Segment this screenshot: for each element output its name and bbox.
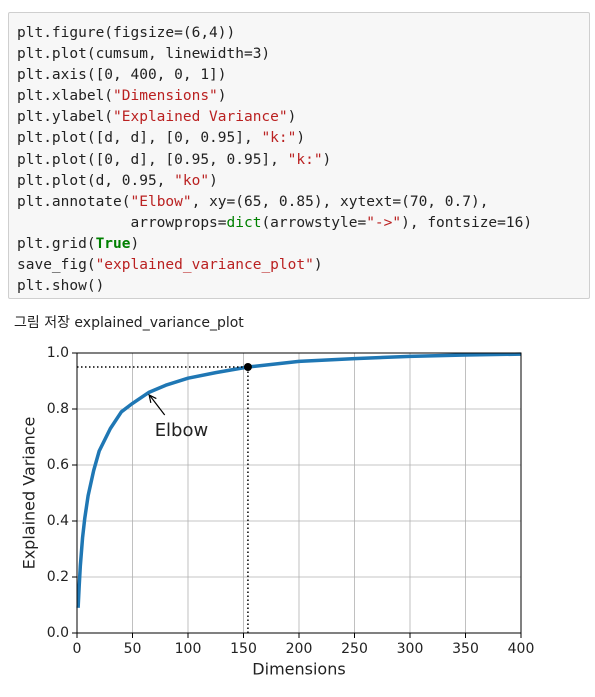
output-text: 그림 저장 explained_variance_plot [14,315,244,331]
code-token: plt.plot([d, d], [0, 0.95], [17,130,262,147]
code-token: ) [287,109,297,126]
y-tick-label: 0.2 [47,569,69,585]
code-token: "Elbow" [130,193,192,210]
y-tick-label: 0.4 [47,513,69,529]
x-tick-label: 350 [452,641,479,657]
code-token: plt.xlabel( [17,88,114,105]
annotation-text: Elbow [155,420,209,441]
axes-frame [76,352,522,634]
code-line: plt.plot(d, 0.95, "ko") [17,171,589,192]
code-token: ) [296,130,306,147]
code-line: plt.ylabel("Explained Variance") [17,107,589,128]
code-token: ) [130,235,140,252]
code-line: plt.plot(cumsum, linewidth=3) [17,44,589,65]
code-token: plt.plot(cumsum, linewidth=3) [17,46,271,63]
code-token: , xy=(65, 0.85), xytext=(70, 0.7), [191,193,489,210]
code-token: plt.grid( [17,235,96,252]
x-tick-label: 250 [341,641,368,657]
code-token: dict [226,214,262,231]
x-tick-label: 200 [286,641,313,657]
code-token: arrowprops= [17,214,227,231]
code-token: ) [217,88,227,105]
code-line: plt.show() [17,276,589,297]
x-axis-label: Dimensions [252,660,345,679]
code-cell: plt.figure(figsize=(6,4)) plt.plot(cumsum… [8,12,590,299]
code-line: plt.figure(figsize=(6,4)) [17,23,589,44]
code-token: plt.plot(d, 0.95, [17,172,175,189]
x-tick-label: 100 [175,641,202,657]
code-line: plt.grid(True) [17,234,589,255]
code-token: "Explained Variance" [113,109,288,126]
code-token: plt.figure(figsize=(6,4)) [17,25,236,41]
code-line: plt.axis([0, 400, 0, 1]) [17,65,589,86]
y-tick-label: 0.0 [47,625,69,641]
code-line: plt.xlabel("Dimensions") [17,86,589,107]
y-tick-label: 0.8 [47,401,69,417]
x-tick-label: 150 [230,641,257,657]
code-token: plt.annotate( [17,193,131,210]
code-line: plt.annotate("Elbow", xy=(65, 0.85), xyt… [17,192,589,213]
code-token: ) [209,172,218,189]
code-line: arrowprops=dict(arrowstyle="->"), fontsi… [17,213,589,234]
code-token: save_fig( [17,257,96,274]
x-tick-label: 300 [397,641,424,657]
code-token: "Dimensions" [113,88,218,105]
code-token: plt.ylabel( [17,109,114,126]
code-token: "k:" [287,151,323,168]
code-line: plt.plot([0, d], [0.95, 0.95], "k:") [17,150,589,171]
code-token: ) [313,257,323,274]
x-tick-label: 50 [124,641,142,657]
chart: 0 50 100 150 200 250 300 350 400 0.0 0.2 0.4 0.6 0.8 1… [20,345,535,679]
x-tick-label: 0 [73,641,82,657]
code-token: plt.axis([0, 400, 0, 1]) [17,67,227,84]
y-axis-label: Explained Variance [20,417,39,570]
code-token: "k:" [261,130,297,147]
code-token: ) [322,151,332,168]
code-token: plt.plot([0, d], [0.95, 0.95], [17,151,288,168]
code-token: "->" [366,214,402,231]
y-tick-label: 1.0 [47,345,69,361]
annotation-arrow [149,395,166,416]
marker-point [243,363,252,371]
code-token: ), fontsize=16) [401,214,533,231]
code-line: save_fig("explained_variance_plot") [17,255,589,276]
code-token: True [95,235,131,252]
line [76,352,522,608]
x-tick-label: 400 [508,641,535,657]
code-token: plt.show() [17,278,105,295]
arrow-head [148,393,157,403]
code-token: "ko" [174,172,210,189]
y-tick-label: 0.6 [47,457,69,473]
code-token: (arrowstyle= [261,214,367,231]
code-line: plt.plot([d, d], [0, 0.95], "k:") [17,128,589,149]
code-token: "explained_variance_plot" [95,257,314,274]
